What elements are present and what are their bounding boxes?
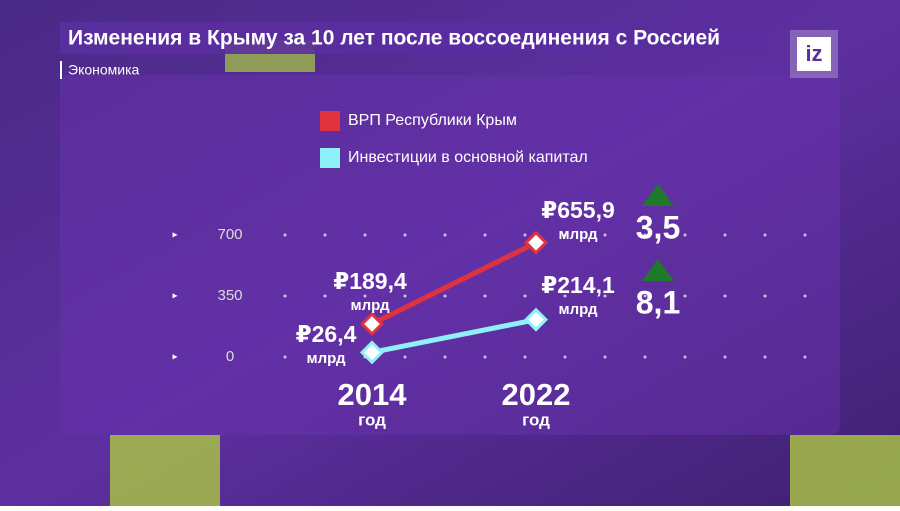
logo: iz (805, 41, 822, 66)
value-unit: млрд (559, 226, 598, 243)
series-line (371, 317, 537, 355)
legend-label: Инвестиции в основной капитал (348, 149, 588, 166)
y-tick-label: 0 (226, 348, 234, 365)
y-tick-arrow: ▸ (172, 230, 177, 241)
value-label: ₽189,4 (333, 268, 407, 294)
y-tick-label: 350 (217, 287, 242, 304)
value-label: ₽26,4 (296, 321, 357, 347)
value-unit: млрд (559, 301, 598, 318)
point (359, 311, 385, 337)
growth-label: 3,5 (636, 209, 680, 245)
title: Изменения в Крыму за 10 лет после воссое… (68, 27, 720, 50)
value-label: ₽655,9 (541, 197, 615, 223)
section: Экономика (68, 62, 140, 78)
point (523, 307, 549, 332)
series-line (370, 240, 538, 327)
y-tick-label: 700 (217, 226, 242, 243)
value-unit: млрд (307, 350, 346, 367)
growth-label: 8,1 (636, 284, 680, 320)
y-tick-arrow: ▸ (172, 291, 177, 302)
section-bar (60, 61, 62, 79)
logo-box (797, 37, 831, 71)
title-bg (60, 22, 768, 54)
point (523, 230, 549, 255)
value-label: ₽214,1 (541, 272, 615, 298)
growth-arrow (642, 259, 674, 281)
y-tick-arrow: ▸ (172, 352, 177, 363)
growth-arrow (642, 184, 674, 206)
x-unit: год (358, 410, 386, 429)
legend-swatch (320, 111, 340, 131)
point (359, 340, 385, 365)
legend-label: ВРП Республики Крым (348, 112, 517, 129)
x-tick-label: 2014 (338, 377, 408, 412)
chart-panel (60, 75, 840, 435)
x-unit: год (522, 410, 550, 429)
decor-block (110, 435, 220, 506)
legend-swatch (320, 148, 340, 168)
x-tick-label: 2022 (502, 377, 571, 412)
value-unit: млрд (351, 297, 390, 314)
decor-block (790, 435, 900, 506)
